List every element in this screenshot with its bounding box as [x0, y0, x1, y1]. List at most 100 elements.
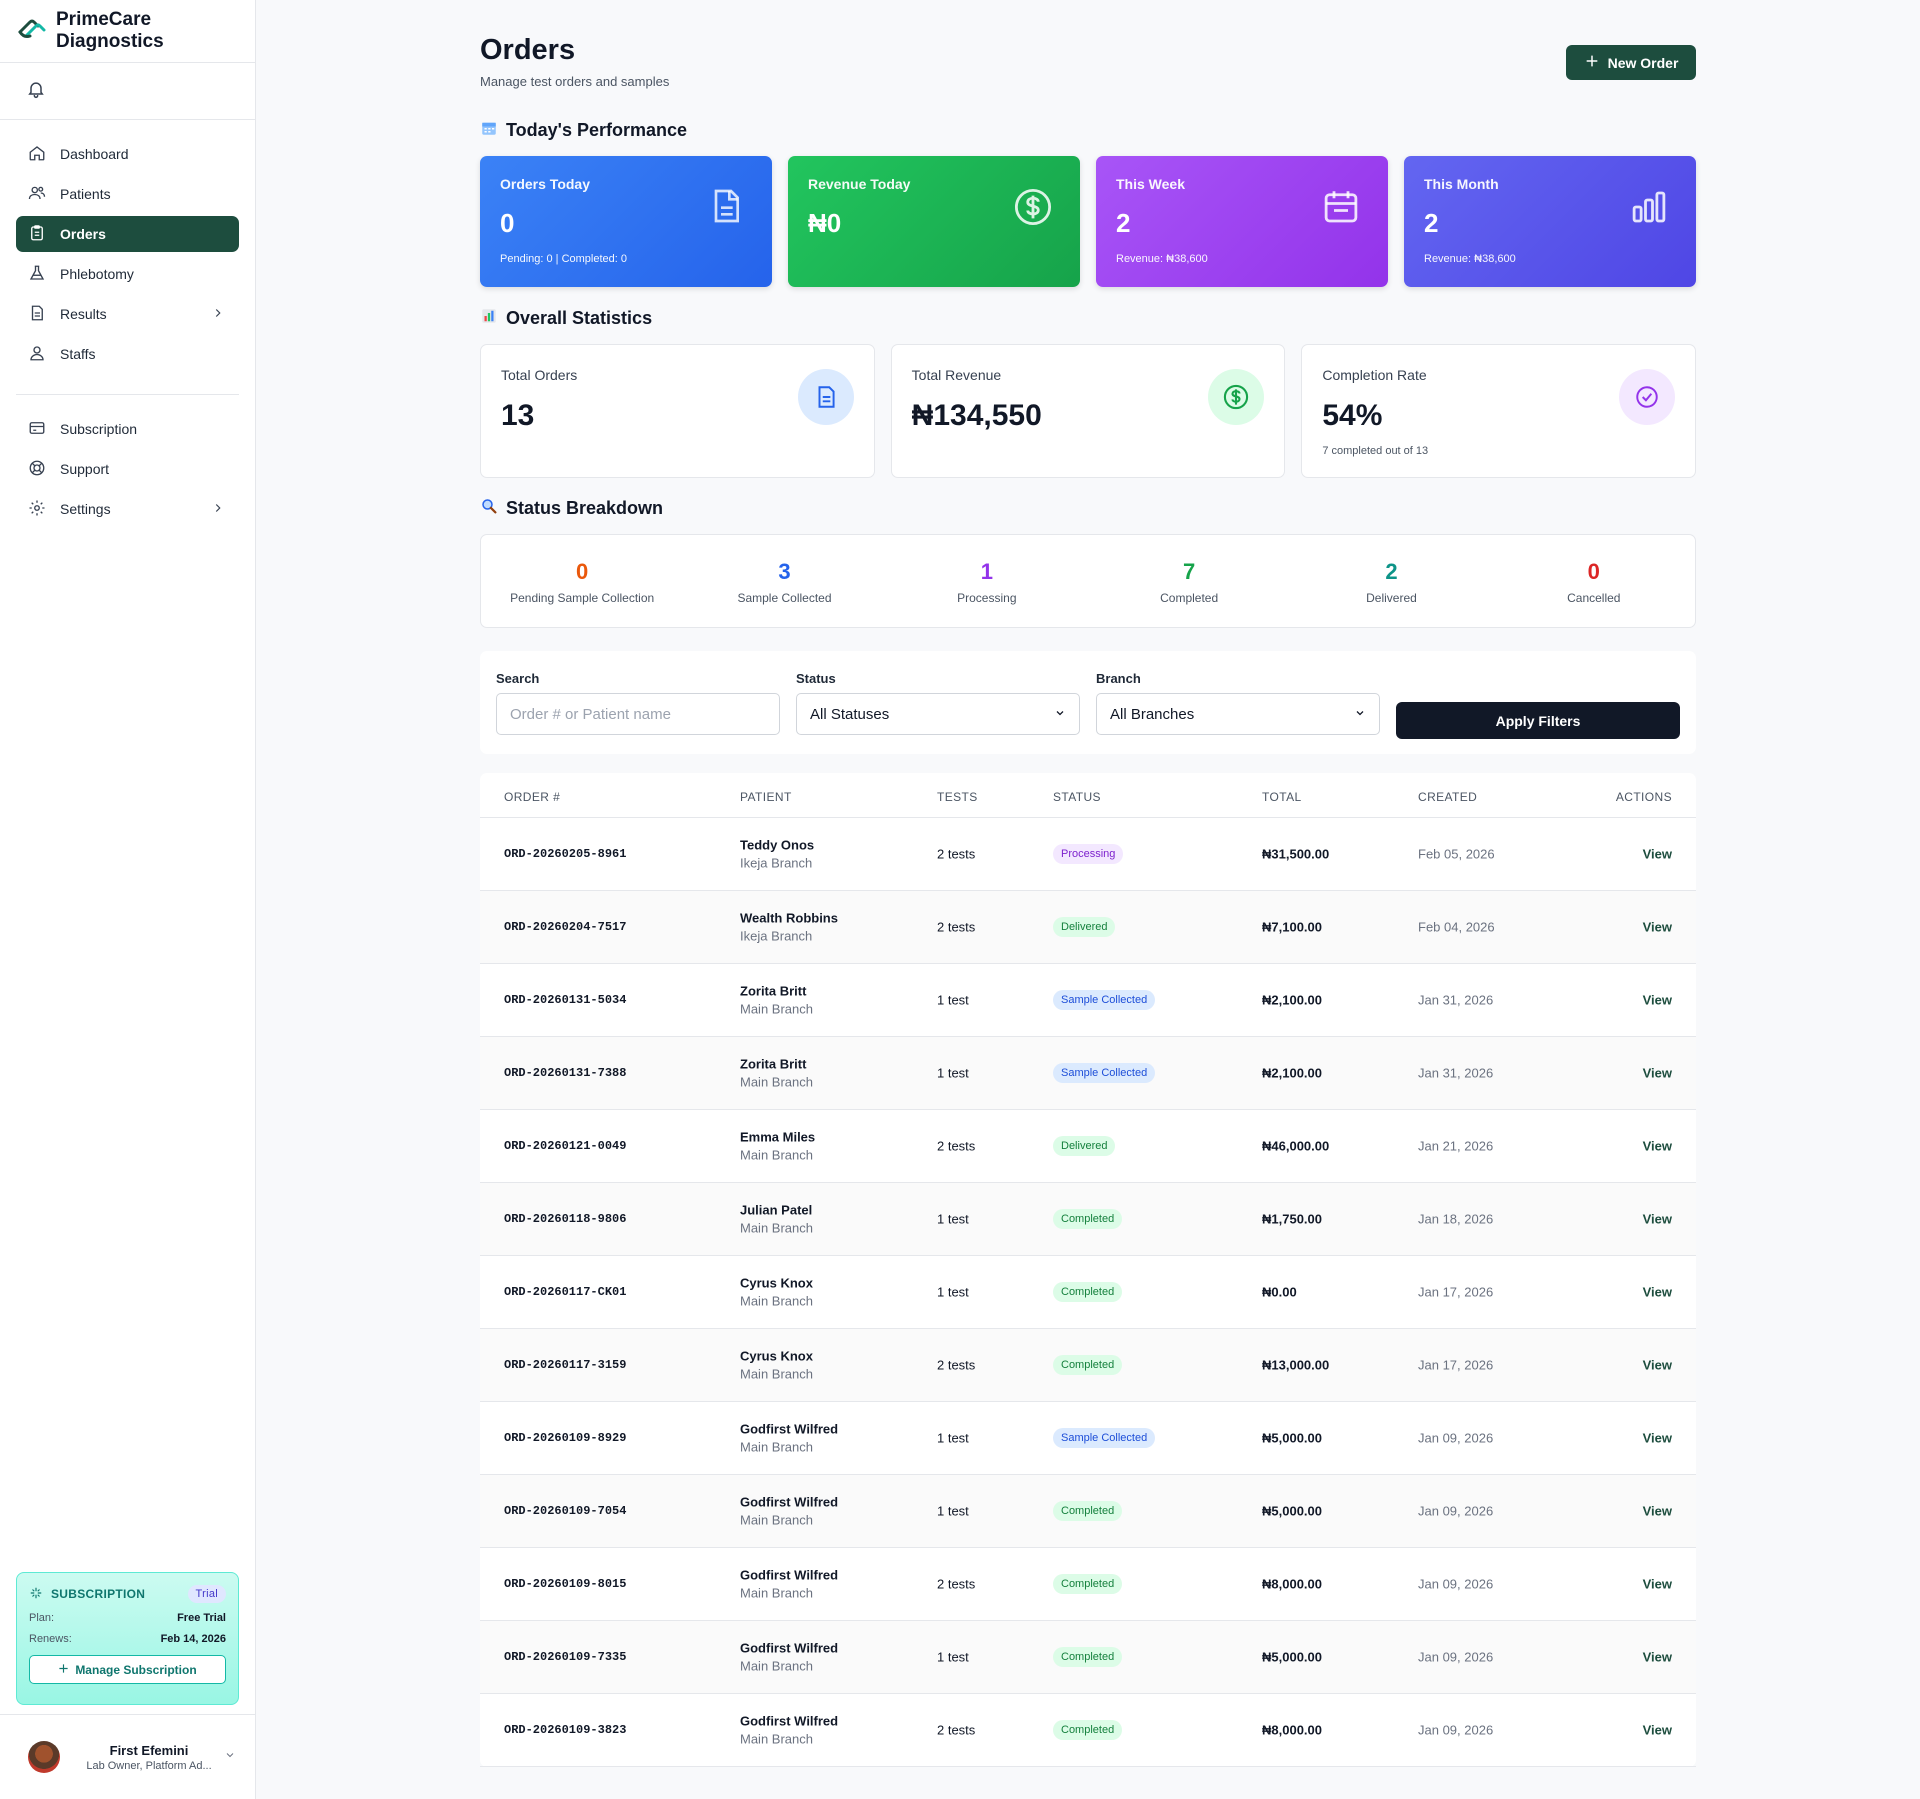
status-label: Status — [796, 671, 836, 686]
apply-filters-button[interactable]: Apply Filters — [1396, 702, 1680, 739]
patient-cell: Zorita Britt Main Branch — [740, 984, 813, 1017]
patient-name: Godfirst Wilfred — [740, 1421, 839, 1437]
created-date: Jan 21, 2026 — [1418, 1138, 1494, 1154]
patient-cell: Godfirst Wilfred Main Branch — [740, 1568, 838, 1601]
sidebar-item-orders[interactable]: Orders — [16, 216, 239, 252]
view-link[interactable]: View — [1642, 1722, 1672, 1738]
brand-header[interactable]: PrimeCare Diagnostics — [0, 0, 255, 63]
sidebar-item-dashboard[interactable]: Dashboard — [16, 136, 239, 172]
order-number: ORD-20260121-0049 — [504, 1139, 627, 1153]
chevron-right-icon — [211, 501, 225, 518]
view-link[interactable]: View — [1642, 1357, 1672, 1373]
branch-select[interactable]: All Branches — [1096, 693, 1380, 735]
sidebar-item-results[interactable]: Results — [16, 296, 239, 332]
status-badge: Processing — [1053, 844, 1124, 864]
test-count: 2 tests — [937, 919, 976, 935]
user-info: First Efemini Lab Owner, Platform Ad... — [74, 1743, 224, 1772]
breakdown-cancelled: 0 Cancelled — [1493, 535, 1695, 627]
patient-branch: Main Branch — [740, 1366, 813, 1382]
table-row[interactable]: ORD-20260131-7388 Zorita Britt Main Branch… — [480, 1037, 1696, 1110]
breakdown-label: Sample Collected — [737, 591, 832, 605]
table-row[interactable]: ORD-20260117-3159 Cyrus Knox Main Branch 2 … — [480, 1329, 1696, 1402]
order-number: ORD-20260117-CK01 — [504, 1285, 627, 1299]
patient-name: Teddy Onos — [740, 837, 815, 853]
sidebar-item-label: Phlebotomy — [60, 266, 134, 282]
chart-icon — [480, 307, 498, 330]
column-header: CREATED — [1418, 790, 1478, 804]
order-total: ₦0.00 — [1262, 1284, 1297, 1300]
patient-name: Cyrus Knox — [740, 1348, 813, 1364]
sidebar-nav: Dashboard Patients Orders Phlebotomy Res… — [0, 120, 255, 527]
table-row[interactable]: ORD-20260131-5034 Zorita Britt Main Branch… — [480, 964, 1696, 1037]
order-number: ORD-20260131-7388 — [504, 1066, 627, 1080]
order-number: ORD-20260109-7335 — [504, 1650, 627, 1664]
plus-icon — [1584, 53, 1600, 72]
table-row[interactable]: ORD-20260204-7517 Wealth Robbins Ikeja Bra… — [480, 891, 1696, 964]
subscription-card: SUBSCRIPTION Trial Plan: Free Trial Rene… — [16, 1572, 239, 1705]
filters-panel: Search Status All Statuses Branch All Br… — [480, 651, 1696, 754]
order-total: ₦5,000.00 — [1262, 1430, 1322, 1446]
table-row[interactable]: ORD-20260109-8015 Godfirst Wilfred Main Br… — [480, 1548, 1696, 1621]
patient-name: Zorita Britt — [740, 1056, 807, 1072]
manage-subscription-label: Manage Subscription — [75, 1662, 197, 1677]
test-count: 1 test — [937, 992, 969, 1008]
table-row[interactable]: ORD-20260117-CK01 Cyrus Knox Main Branch 1 … — [480, 1256, 1696, 1329]
this-month-card: This Month 2 Revenue: ₦38,600 — [1404, 156, 1696, 287]
view-link[interactable]: View — [1642, 1649, 1672, 1665]
sidebar-item-staffs[interactable]: Staffs — [16, 336, 239, 372]
view-link[interactable]: View — [1642, 1211, 1672, 1227]
card-value: 0 — [500, 208, 515, 238]
view-link[interactable]: View — [1642, 1576, 1672, 1592]
status-badge: Delivered — [1053, 917, 1116, 937]
plan-row: Plan: Free Trial — [29, 1612, 226, 1624]
column-header: STATUS — [1053, 790, 1101, 804]
order-number: ORD-20260204-7517 — [504, 920, 627, 934]
view-link[interactable]: View — [1642, 1430, 1672, 1446]
table-row[interactable]: ORD-20260109-3823 Godfirst Wilfred Main Br… — [480, 1694, 1696, 1767]
table-row[interactable]: ORD-20260109-7335 Godfirst Wilfred Main Br… — [480, 1621, 1696, 1694]
search-input[interactable] — [496, 693, 780, 735]
view-link[interactable]: View — [1642, 919, 1672, 935]
bell-icon[interactable] — [26, 79, 46, 104]
view-link[interactable]: View — [1642, 1284, 1672, 1300]
overall-stats: Total Orders 13 Total Revenue ₦134,550 C… — [480, 344, 1697, 478]
orders-table: ORDER # PATIENT TESTS STATUS TOTAL CREAT… — [480, 773, 1696, 1767]
view-link[interactable]: View — [1642, 1503, 1672, 1519]
view-link[interactable]: View — [1642, 992, 1672, 1008]
nav-divider — [16, 394, 239, 395]
table-row[interactable]: ORD-20260205-8961 Teddy Onos Ikeja Branch 2… — [480, 818, 1696, 891]
card-value: ₦0 — [808, 208, 842, 238]
breakdown-delivered: 2 Delivered — [1290, 535, 1492, 627]
patient-cell: Godfirst Wilfred Main Branch — [740, 1641, 838, 1674]
sidebar-item-subscription[interactable]: Subscription — [16, 411, 239, 447]
created-date: Jan 17, 2026 — [1418, 1357, 1494, 1373]
view-link[interactable]: View — [1642, 846, 1672, 862]
patient-cell: Cyrus Knox Main Branch — [740, 1276, 813, 1309]
card-label: Orders Today — [500, 176, 590, 192]
table-header: ORDER # PATIENT TESTS STATUS TOTAL CREAT… — [480, 773, 1696, 818]
test-count: 1 test — [937, 1503, 969, 1519]
order-total: ₦8,000.00 — [1262, 1722, 1322, 1738]
patient-branch: Main Branch — [740, 1658, 813, 1674]
user-menu[interactable]: First Efemini Lab Owner, Platform Ad... — [0, 1714, 256, 1799]
view-link[interactable]: View — [1642, 1065, 1672, 1081]
order-total: ₦2,100.00 — [1262, 1065, 1322, 1081]
sidebar-item-patients[interactable]: Patients — [16, 176, 239, 212]
manage-subscription-button[interactable]: Manage Subscription — [29, 1655, 226, 1684]
column-header: PATIENT — [740, 790, 792, 804]
patient-name: Cyrus Knox — [740, 1275, 813, 1291]
patient-cell: Godfirst Wilfred Main Branch — [740, 1422, 838, 1455]
clipboard-icon — [28, 224, 46, 245]
sidebar-item-support[interactable]: Support — [16, 451, 239, 487]
new-order-button[interactable]: New Order — [1566, 45, 1696, 80]
table-row[interactable]: ORD-20260121-0049 Emma Miles Main Branch 2 … — [480, 1110, 1696, 1183]
sidebar-item-settings[interactable]: Settings — [16, 491, 239, 527]
status-select[interactable]: All Statuses — [796, 693, 1080, 735]
status-badge: Completed — [1053, 1209, 1123, 1229]
table-row[interactable]: ORD-20260118-9806 Julian Patel Main Branch… — [480, 1183, 1696, 1256]
trial-badge: Trial — [187, 1585, 226, 1603]
table-row[interactable]: ORD-20260109-7054 Godfirst Wilfred Main Br… — [480, 1475, 1696, 1548]
table-row[interactable]: ORD-20260109-8929 Godfirst Wilfred Main Br… — [480, 1402, 1696, 1475]
view-link[interactable]: View — [1642, 1138, 1672, 1154]
sidebar-item-phlebotomy[interactable]: Phlebotomy — [16, 256, 239, 292]
